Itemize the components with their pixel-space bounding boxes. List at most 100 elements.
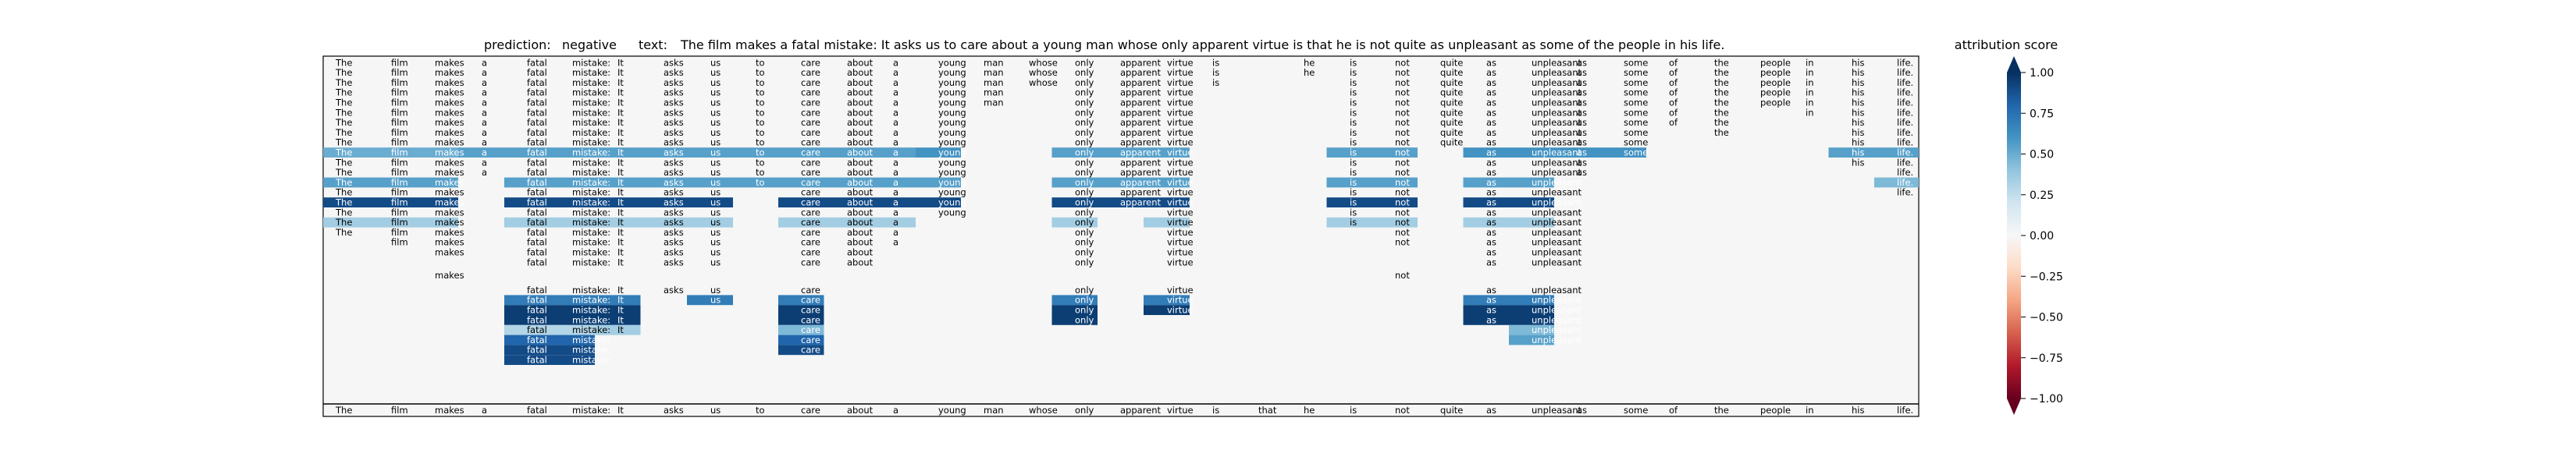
token-label: only — [1075, 247, 1094, 258]
heatmap-cell — [1326, 177, 1372, 188]
token-label: as — [1577, 117, 1587, 128]
heatmap-cell — [413, 197, 458, 207]
token-label: film — [391, 237, 408, 248]
heatmap-cell — [1509, 147, 1554, 158]
heatmap-cell — [550, 355, 595, 365]
token-label: unpleasant — [1532, 197, 1582, 208]
token-label: only — [1075, 187, 1094, 198]
bottom-axis-token: mistake: — [572, 405, 610, 416]
token-label: a — [893, 117, 898, 128]
token-label: mistake: — [572, 167, 610, 178]
heatmap-token-labels: The film makes a fatal mistake: It asks us to care… — [335, 57, 1913, 365]
token-label: makes — [435, 57, 464, 68]
token-label: of — [1669, 57, 1678, 68]
token-label: care — [801, 305, 820, 316]
heatmap-cell — [504, 147, 550, 158]
token-label: virtue — [1167, 257, 1194, 267]
token-label: fatal — [527, 127, 547, 138]
token-label: about — [847, 207, 873, 218]
token-label: It — [617, 324, 624, 335]
token-label: life. — [1897, 107, 1913, 118]
bottom-axis-token: whose — [1029, 405, 1058, 416]
token-label: is — [1350, 117, 1357, 128]
token-label: the — [1714, 77, 1729, 88]
token-label: mistake: — [572, 345, 610, 356]
heatmap-cell — [595, 324, 641, 335]
heatmap-cell — [1509, 315, 1554, 325]
token-label: about — [847, 147, 873, 158]
token-label: makes — [435, 197, 464, 208]
token-label: It — [617, 207, 624, 218]
token-label: unpleasant — [1532, 237, 1582, 248]
heatmap-cell — [323, 147, 364, 158]
token-label: young — [938, 127, 966, 138]
token-label: is — [1350, 147, 1357, 158]
token-label: It — [617, 57, 624, 68]
token-label: a — [893, 217, 898, 228]
token-label: a — [893, 167, 898, 178]
token-label: virtue — [1167, 157, 1194, 168]
token-label: only — [1075, 127, 1094, 138]
token-label: apparent — [1120, 177, 1162, 188]
token-label: fatal — [527, 355, 547, 366]
token-label: the — [1714, 127, 1729, 138]
token-label: unpleasant — [1532, 305, 1582, 316]
token-label: about — [847, 127, 873, 138]
token-label: not — [1395, 147, 1410, 158]
token-label: care — [801, 207, 820, 218]
token-label: about — [847, 77, 873, 88]
bottom-axis-token: he — [1304, 405, 1315, 416]
heatmap-cell — [1051, 305, 1098, 315]
token-label: only — [1075, 295, 1094, 306]
heatmap-cell — [504, 345, 550, 356]
token-label: is — [1350, 127, 1357, 138]
token-label: virtue — [1167, 57, 1194, 68]
token-label: as — [1486, 285, 1496, 296]
token-label: The — [335, 217, 352, 228]
heatmap-cell — [1051, 217, 1098, 228]
token-label: care — [801, 335, 820, 345]
token-label: asks — [664, 207, 684, 218]
token-label: us — [710, 295, 720, 306]
token-label: unpleasant — [1532, 107, 1582, 118]
colorbar-tick-label: 0.25 — [2030, 189, 2054, 202]
token-label: virtue — [1167, 187, 1194, 198]
token-label: makes — [435, 117, 464, 128]
token-label: mistake: — [572, 227, 610, 238]
token-label: as — [1486, 137, 1496, 148]
token-label: a — [893, 87, 898, 98]
token-label: unpleasant — [1532, 314, 1582, 325]
token-label: virtue — [1167, 107, 1194, 118]
token-label: makes — [435, 177, 464, 188]
token-label: he — [1304, 67, 1315, 78]
token-label: as — [1486, 227, 1496, 238]
heatmap-cell — [687, 217, 733, 228]
title-prediction-prefix: prediction: — [484, 37, 551, 52]
token-label: a — [482, 107, 487, 118]
token-label: film — [391, 207, 408, 218]
token-label: care — [801, 57, 820, 68]
token-label: film — [391, 217, 408, 228]
token-label: mistake: — [572, 107, 610, 118]
token-label: about — [847, 57, 873, 68]
token-label: fatal — [527, 187, 547, 198]
token-label: is — [1212, 57, 1219, 68]
token-label: only — [1075, 227, 1094, 238]
token-label: to — [756, 157, 765, 168]
token-label: a — [482, 77, 487, 88]
token-label: virtue — [1167, 87, 1194, 98]
token-label: about — [847, 117, 873, 128]
heatmap-cell — [1051, 295, 1098, 306]
token-label: It — [617, 237, 624, 248]
token-label: not — [1395, 97, 1410, 108]
token-label: as — [1486, 295, 1496, 306]
token-label: care — [801, 137, 820, 148]
token-label: a — [482, 87, 487, 98]
token-label: to — [756, 97, 765, 108]
token-label: unpleasant — [1532, 57, 1582, 68]
bottom-axis-token: as — [1577, 405, 1587, 416]
token-label: young — [938, 177, 966, 188]
token-label: about — [847, 237, 873, 248]
heatmap-cell — [550, 295, 595, 306]
